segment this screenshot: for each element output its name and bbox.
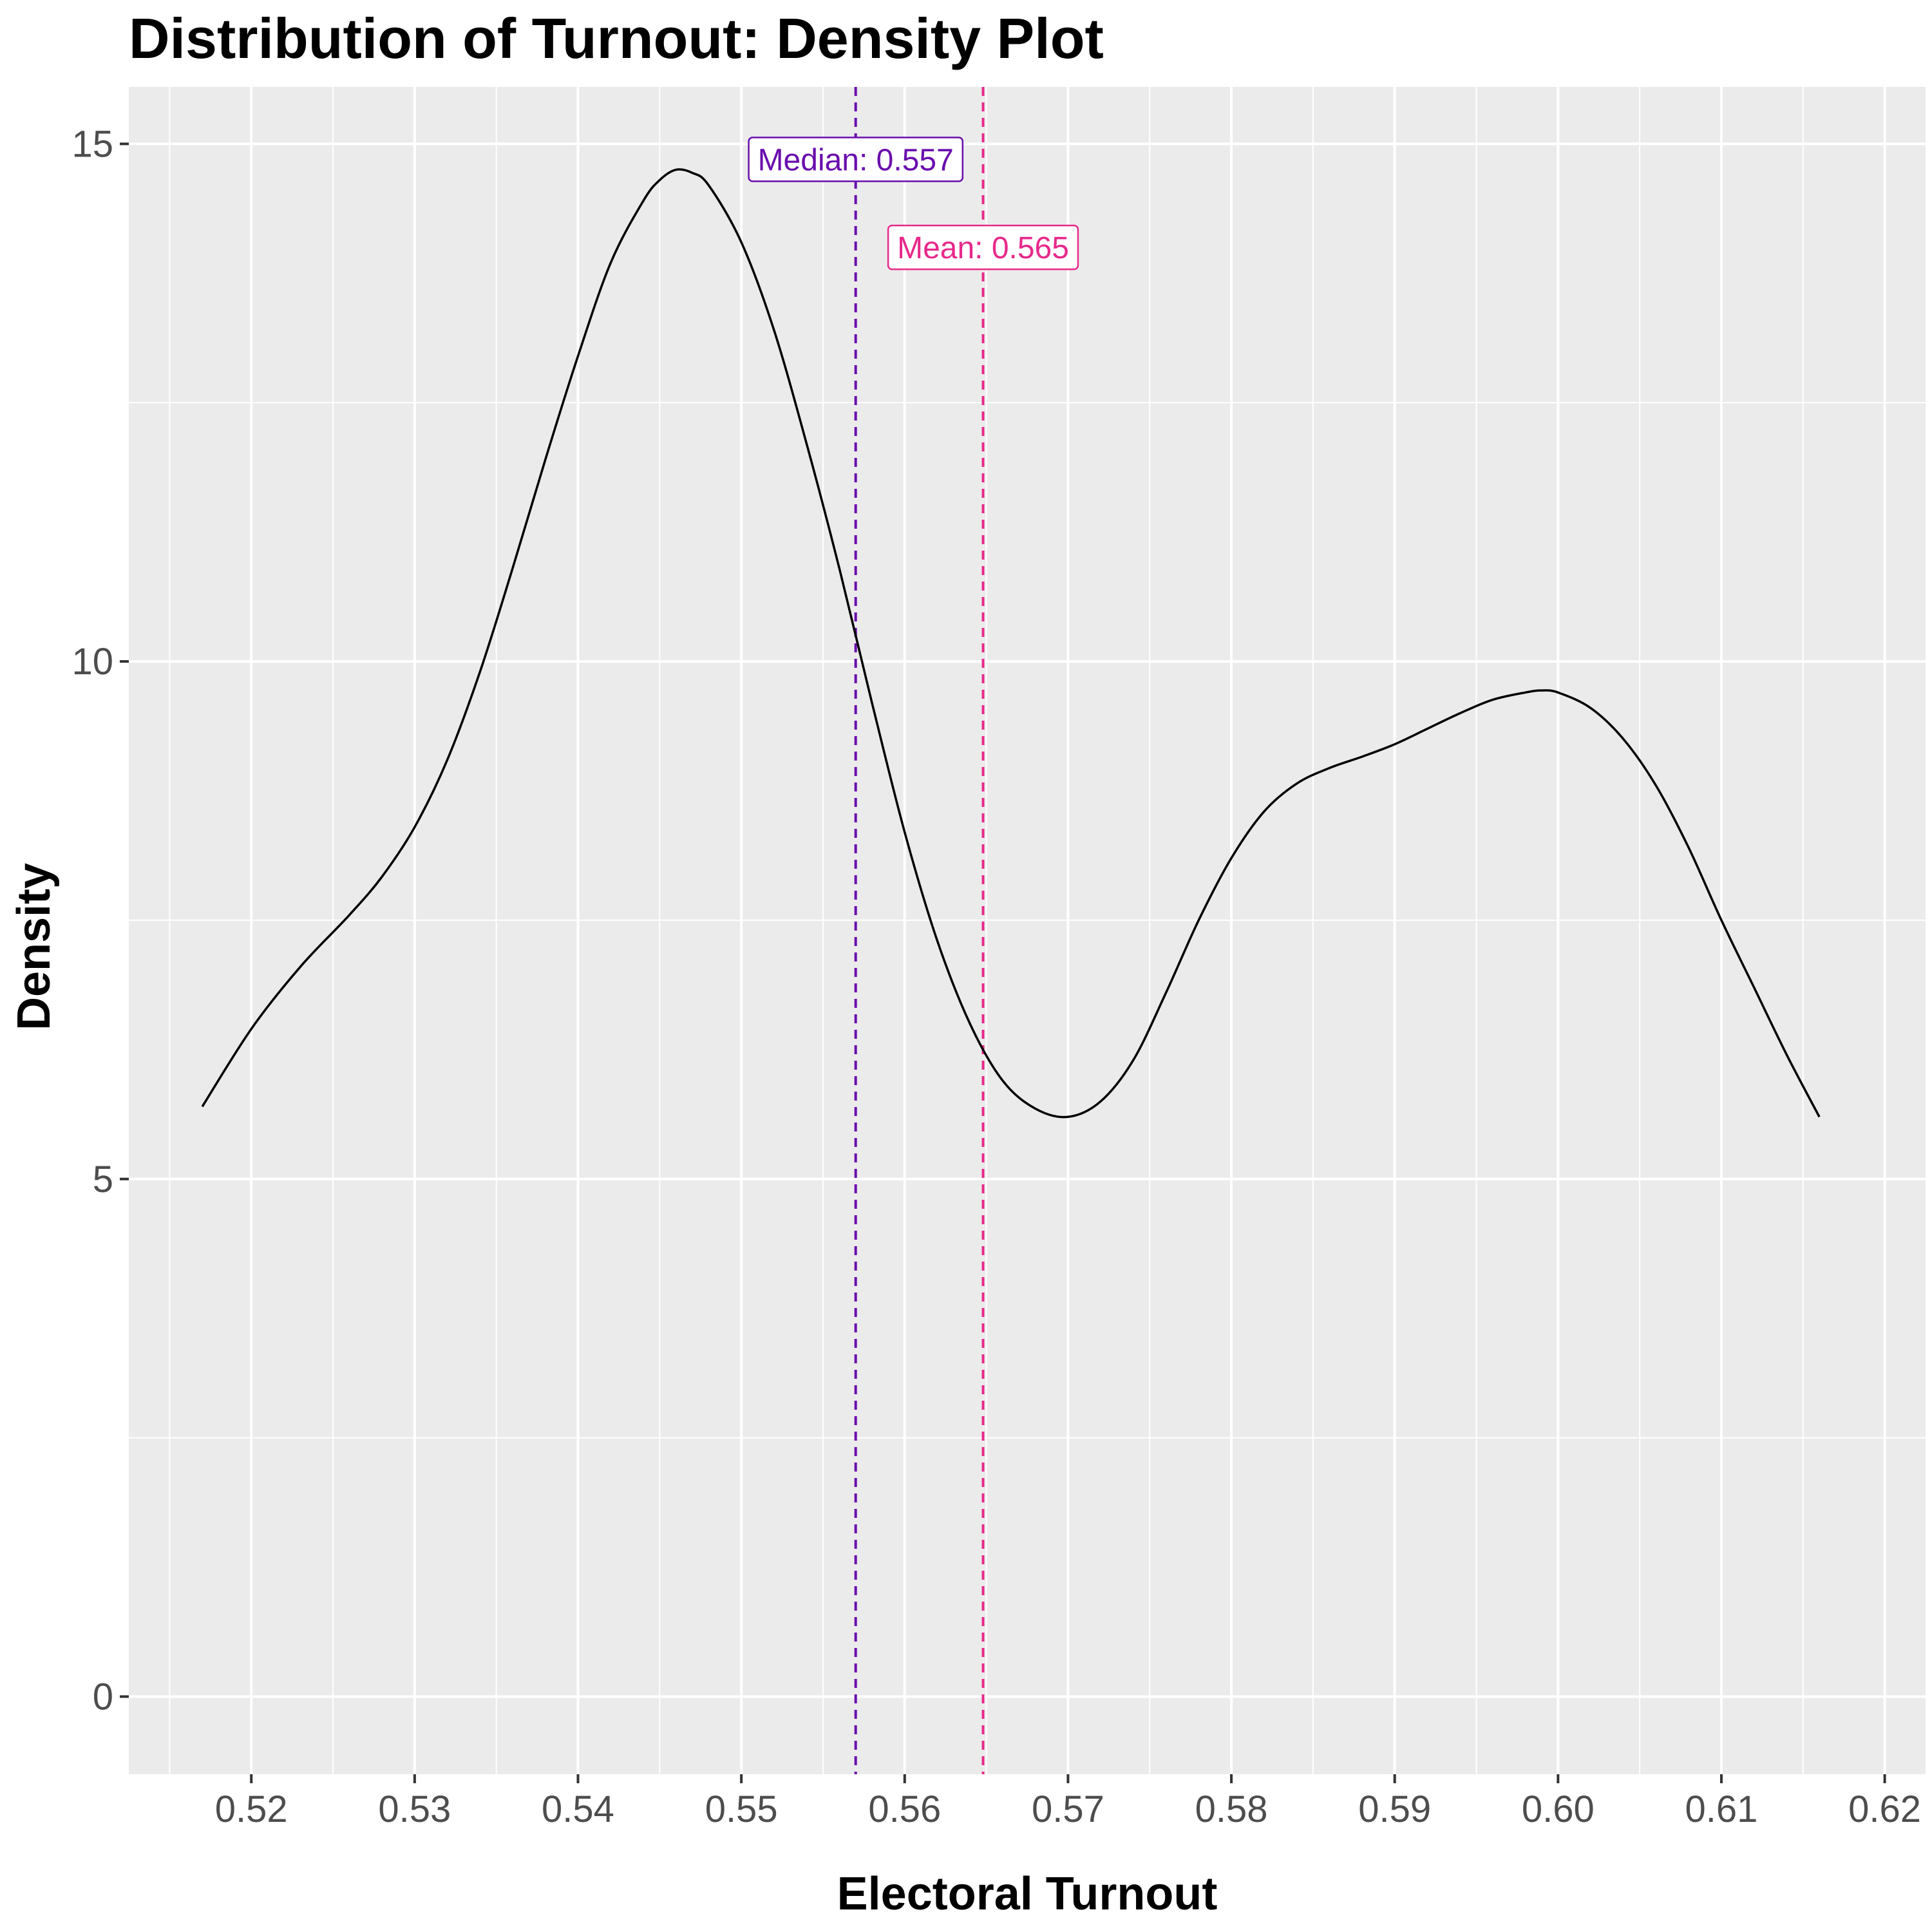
y-tick-label: 5 xyxy=(93,1159,113,1200)
label-text: Mean: 0.565 xyxy=(897,231,1069,265)
x-axis: 0.52 0.53 0.54 0.55 0.56 0.57 0.58 0.59 0.60 0.61… xyxy=(215,1774,1921,1830)
label-text: Median: 0.557 xyxy=(758,144,954,178)
x-tick-label: 0.58 xyxy=(1195,1788,1268,1830)
x-tick-label: 0.56 xyxy=(868,1788,941,1830)
x-tick-label: 0.52 xyxy=(215,1788,288,1830)
x-tick-label: 0.53 xyxy=(378,1788,451,1830)
label-box xyxy=(748,137,964,182)
density-curve xyxy=(201,168,1821,1119)
x-tick-label: 0.61 xyxy=(1685,1788,1758,1830)
y-tick-label: 0 xyxy=(93,1676,113,1718)
y-axis-title: Density xyxy=(8,863,60,1030)
chart-title: Distribution of Turnout: Density Plot xyxy=(129,6,1104,70)
annotations: Median: 0.557 Mean: 0.565 xyxy=(748,137,1079,270)
x-axis-title: Electoral Turnout xyxy=(837,1868,1218,1920)
x-tick-label: 0.60 xyxy=(1522,1788,1595,1830)
reference-lines xyxy=(854,87,985,1774)
median-label: Median: 0.557 xyxy=(748,137,964,182)
x-tick-label: 0.59 xyxy=(1358,1788,1431,1830)
major-gridlines xyxy=(129,87,1926,1774)
x-tick-label: 0.55 xyxy=(705,1788,778,1830)
y-tick-label: 10 xyxy=(71,641,113,683)
y-tick-label: 15 xyxy=(71,123,113,165)
x-tick-label: 0.54 xyxy=(542,1788,614,1830)
minor-gridlines xyxy=(129,87,1926,1774)
x-tick-label: 0.57 xyxy=(1032,1788,1104,1830)
y-axis: 0 5 10 15 xyxy=(71,123,129,1718)
label-box xyxy=(887,224,1079,270)
plot-panel xyxy=(129,87,1926,1774)
series-layer xyxy=(201,168,1821,1119)
mean-label: Mean: 0.565 xyxy=(887,224,1079,270)
x-tick-label: 0.62 xyxy=(1848,1788,1921,1830)
